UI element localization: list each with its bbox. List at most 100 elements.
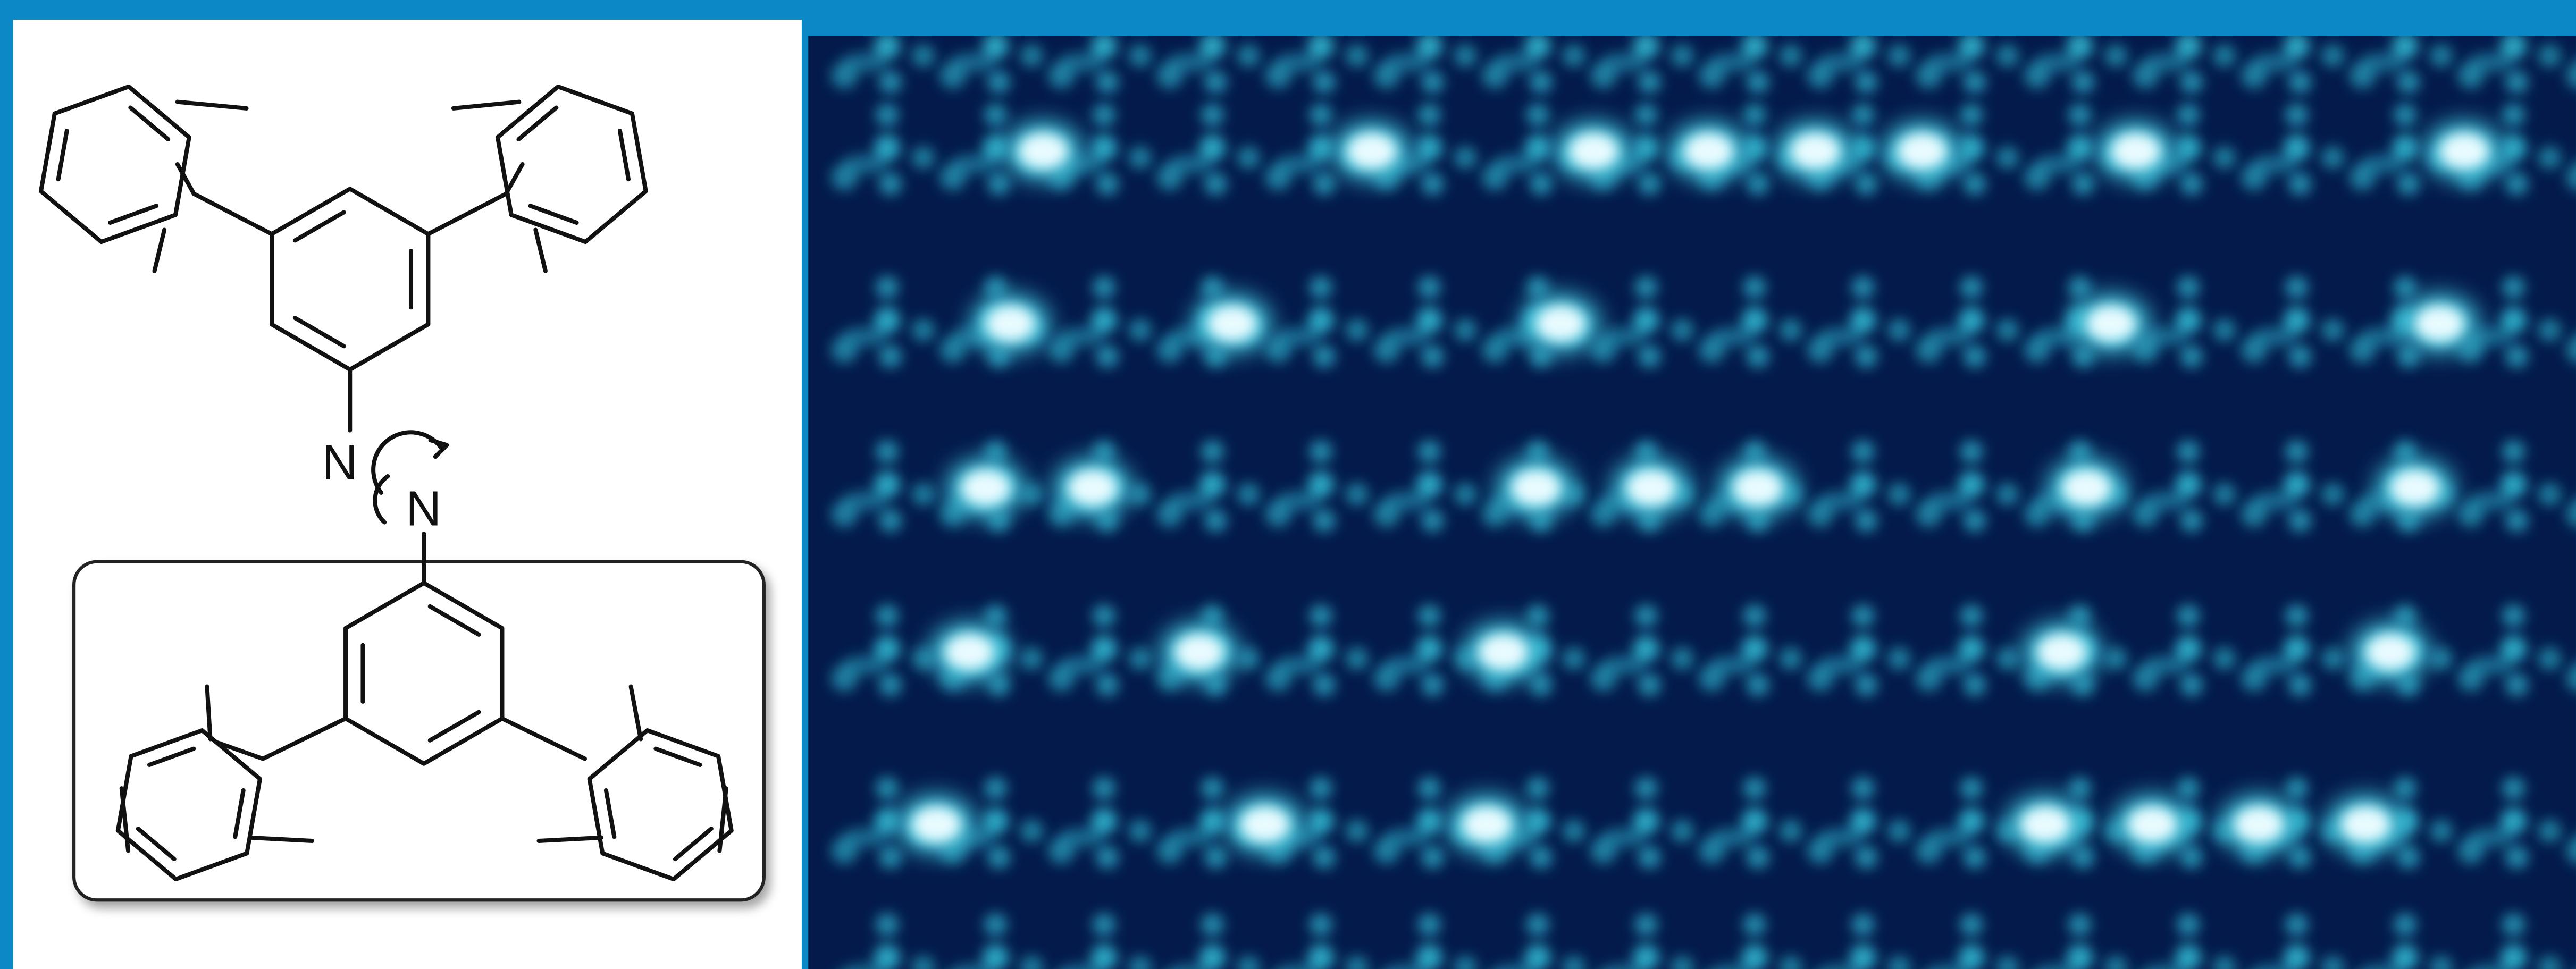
- stm-dot: [1417, 913, 1441, 937]
- stm-dot: [1851, 103, 1875, 127]
- stm-dot: [1746, 673, 1769, 697]
- bond: [451, 99, 522, 111]
- stm-dot: [1454, 483, 1477, 506]
- stm-dot: [2285, 913, 2309, 937]
- stm-unit: [2132, 36, 2236, 94]
- stm-lobe: [2037, 964, 2077, 969]
- stm-dot: [879, 70, 902, 94]
- bond: [191, 191, 274, 237]
- stm-dot: [2288, 846, 2312, 869]
- stm-dot: [1887, 44, 1911, 68]
- stm-bright: [911, 806, 961, 843]
- stm-lobe: [1603, 964, 1643, 969]
- stm-dot: [911, 483, 935, 506]
- stm-unit: [939, 103, 1044, 196]
- stm-lobe: [2359, 52, 2405, 72]
- stm-dot: [2068, 777, 2092, 800]
- stm-dot: [1524, 944, 1551, 969]
- stm-dot: [1312, 846, 1336, 869]
- stm-dot: [2538, 819, 2562, 843]
- stm-dot: [2505, 344, 2529, 368]
- stm-dot: [2213, 318, 2236, 342]
- stm-dot: [2285, 777, 2309, 800]
- stm-dot: [1237, 483, 1260, 506]
- stm-dot: [2175, 635, 2202, 662]
- stm-dot: [1090, 944, 1118, 969]
- stm-dot: [1421, 673, 1445, 697]
- bond: [175, 162, 196, 196]
- stm-dot: [2500, 944, 2527, 969]
- stm-dot: [1638, 70, 1661, 94]
- stm-lobe: [2253, 964, 2294, 969]
- stm-dot: [1743, 103, 1766, 127]
- bond: [247, 835, 315, 844]
- stm-dot: [1095, 846, 1119, 869]
- stm-dot: [984, 777, 1008, 800]
- stm-dot: [2566, 501, 2576, 527]
- stm-bright: [2341, 806, 2390, 843]
- stm-dot: [1092, 103, 1116, 127]
- stm-dot: [1851, 440, 1875, 464]
- stm-dot: [1963, 673, 1986, 697]
- stm-dot: [1417, 276, 1441, 299]
- bond: [292, 210, 346, 243]
- bond: [653, 746, 702, 767]
- stm-dot: [2502, 777, 2525, 800]
- stm-bright: [2127, 806, 2177, 843]
- stm-dot: [1416, 134, 1442, 161]
- stm-dot: [2283, 36, 2310, 60]
- stm-unit: [2241, 604, 2345, 697]
- stm-dot: [1958, 134, 1985, 161]
- stm-dot: [2068, 913, 2092, 937]
- stm-dot: [1416, 808, 1442, 835]
- stm-dot: [1454, 956, 1477, 969]
- stm-dot: [2429, 647, 2453, 670]
- stm-lobe: [2034, 326, 2080, 347]
- stm-lobe: [841, 52, 887, 72]
- bond: [500, 716, 588, 761]
- stm-bright: [1068, 469, 1118, 506]
- stm-unit: [2024, 36, 2128, 94]
- stm-dot: [2068, 103, 2092, 127]
- stm-dot: [2071, 172, 2095, 196]
- nitrogen-label: N: [406, 481, 441, 536]
- stm-unit: [1278, 913, 1369, 969]
- stm-dot: [1633, 307, 1659, 334]
- bond: [528, 204, 579, 225]
- stm-lobe: [2359, 154, 2405, 174]
- stm-dot: [987, 673, 1011, 697]
- stm-dot: [1204, 509, 1228, 533]
- highlight-box: [72, 560, 766, 902]
- stm-dot: [2566, 838, 2576, 864]
- stm-dot: [2285, 276, 2309, 299]
- stm-dot: [1199, 944, 1226, 969]
- stm-unit: [1698, 604, 1802, 697]
- stm-dot: [1307, 36, 1335, 60]
- stm-unit: [2566, 63, 2576, 89]
- stm-unit: [2132, 440, 2236, 533]
- stm-dot: [2104, 44, 2128, 68]
- rotation-arrow: [371, 430, 443, 495]
- stm-lobe: [1166, 154, 1213, 174]
- stm-lobe: [1274, 52, 1321, 72]
- stm-dot: [2177, 440, 2200, 464]
- stm-unit: [1807, 440, 1911, 533]
- stm-dot: [982, 36, 1009, 60]
- stm-dot: [2502, 604, 2525, 628]
- stm-dot: [2283, 471, 2310, 498]
- stm-dot: [2500, 134, 2527, 161]
- stm-dot: [875, 604, 899, 628]
- stm-dot: [1020, 956, 1044, 969]
- stm-dot: [2177, 103, 2200, 127]
- stm-unit: [2566, 665, 2576, 692]
- stm-dot: [1850, 307, 1876, 334]
- stm-dot: [1526, 103, 1549, 127]
- stm-dot: [2180, 846, 2203, 869]
- stm-lobe: [1166, 52, 1213, 72]
- stm-bright: [1018, 133, 1068, 170]
- stm-dot: [1562, 647, 1585, 670]
- stm-unit: [1915, 36, 2019, 94]
- stm-unit: [1698, 36, 1802, 94]
- bond: [119, 786, 131, 853]
